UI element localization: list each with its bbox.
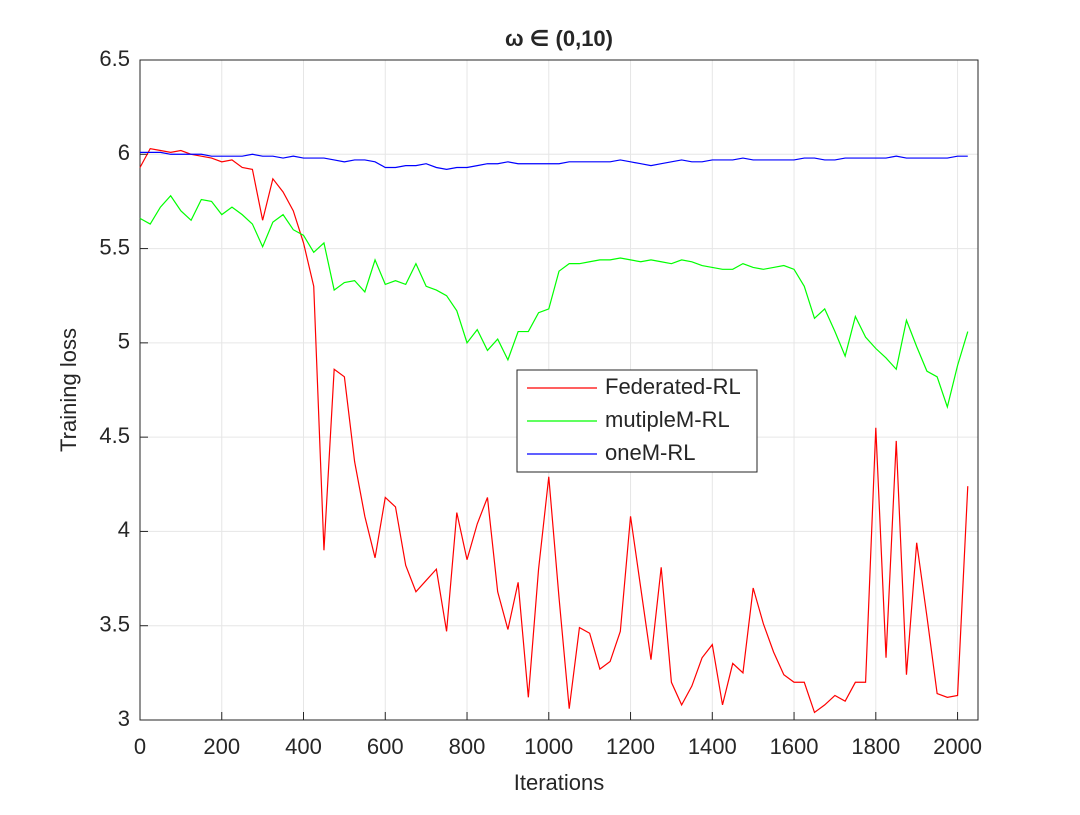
x-tick-label: 1400: [688, 734, 737, 759]
axes-box: [139, 59, 979, 721]
x-tick-label: 0: [134, 734, 146, 759]
series-line: [140, 151, 968, 170]
y-tick-label: 4.5: [99, 423, 130, 448]
legend-label: oneM-RL: [605, 440, 695, 465]
x-tick-label: 400: [285, 734, 322, 759]
x-tick-label: 600: [367, 734, 404, 759]
series-line: [139, 147, 969, 714]
x-tick-label: 1200: [606, 734, 655, 759]
x-tick-label: 800: [449, 734, 486, 759]
chart-title: ω ∈ (0,10): [505, 26, 613, 51]
x-tick-label: 1600: [770, 734, 819, 759]
x-tick-label: 2000: [933, 734, 982, 759]
y-tick-label: 3.5: [99, 612, 130, 637]
x-tick-label: 1800: [851, 734, 900, 759]
x-axis-label: Iterations: [514, 770, 605, 795]
y-tick-label: 5.5: [99, 234, 130, 259]
y-axis-label: Training loss: [56, 328, 81, 452]
y-tick-label: 4: [118, 517, 130, 542]
y-tick-label: 5: [118, 329, 130, 354]
legend-label: mutipleM-RL: [605, 407, 730, 432]
y-tick-label: 6: [118, 140, 130, 165]
legend-label: Federated-RL: [605, 374, 741, 399]
y-tick-label: 6.5: [99, 46, 130, 71]
series-line: [139, 194, 969, 410]
x-tick-label: 200: [203, 734, 240, 759]
x-tick-label: 1000: [524, 734, 573, 759]
y-tick-label: 3: [118, 706, 130, 731]
